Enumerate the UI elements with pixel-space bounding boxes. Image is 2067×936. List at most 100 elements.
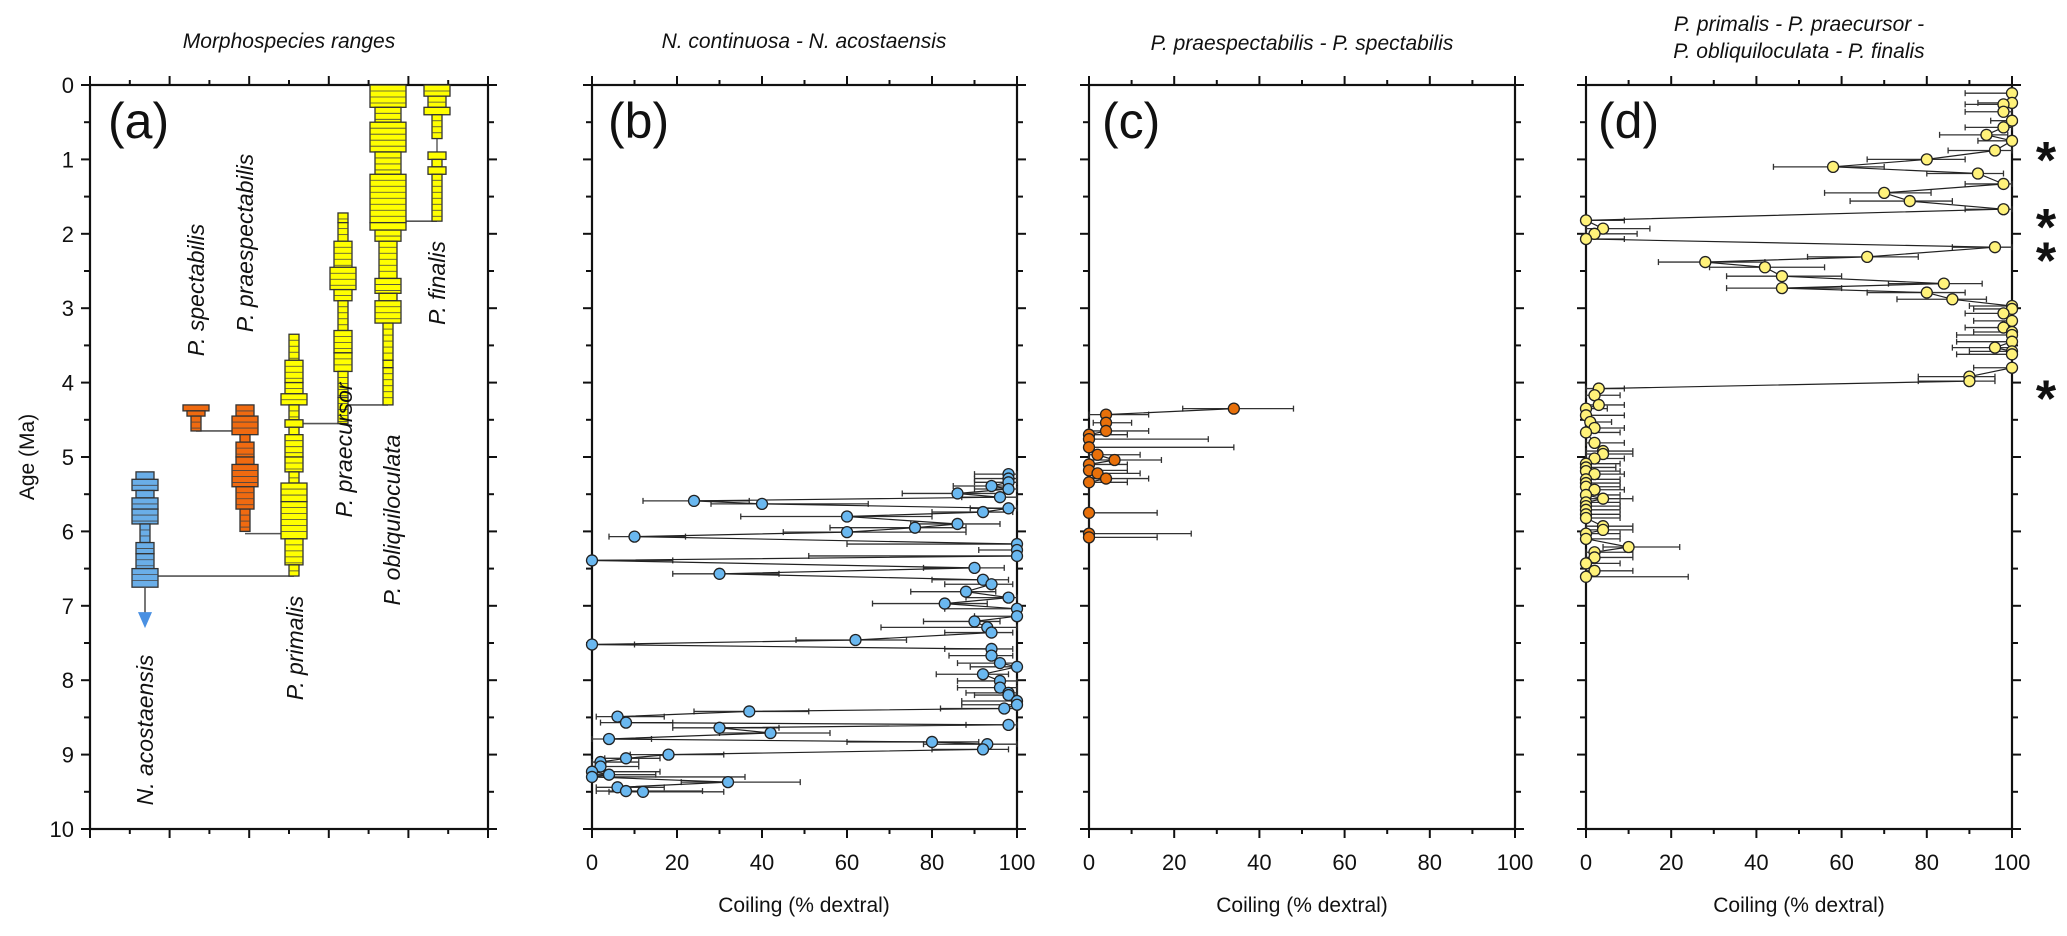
range-segment bbox=[427, 166, 447, 175]
error-bar bbox=[1964, 90, 2013, 97]
range-segment bbox=[423, 84, 451, 97]
error-bar bbox=[935, 671, 1010, 678]
error-bar bbox=[1896, 296, 1988, 303]
range-segment bbox=[431, 114, 443, 140]
range-bar bbox=[427, 151, 447, 161]
data-point bbox=[1946, 293, 1959, 306]
panel-a-plot: 0 1 2 3 4 5 6 7 8 9 10 N. acostaensis P. spectabilis… bbox=[50, 73, 497, 842]
range-segment bbox=[329, 266, 357, 291]
range-segment bbox=[131, 508, 159, 525]
data-point bbox=[1010, 660, 1024, 673]
error-bar bbox=[680, 779, 801, 786]
range-bar bbox=[369, 121, 407, 153]
data-point bbox=[1010, 549, 1024, 563]
range-bar bbox=[280, 393, 308, 406]
x-tick-label: 60 bbox=[1829, 850, 1853, 875]
range-segment bbox=[369, 84, 407, 108]
range-segment bbox=[135, 553, 155, 570]
data-point bbox=[1579, 570, 1593, 583]
range-arrow-head bbox=[138, 612, 152, 629]
range-bar bbox=[369, 221, 407, 231]
range-segment bbox=[378, 240, 398, 280]
range-segment bbox=[280, 482, 308, 503]
range-bar bbox=[382, 359, 394, 369]
data-point bbox=[602, 768, 616, 781]
range-bar bbox=[284, 381, 304, 395]
range-bar bbox=[369, 84, 407, 108]
x-tick-label: 80 bbox=[920, 850, 944, 875]
error-bar bbox=[1088, 444, 1235, 451]
range-bar bbox=[239, 434, 251, 443]
range-bar bbox=[423, 106, 451, 116]
y-tick-label: 8 bbox=[62, 668, 74, 693]
error-bar bbox=[782, 529, 967, 536]
data-point bbox=[925, 735, 939, 749]
x-tick-label: 20 bbox=[1659, 850, 1683, 875]
range-segment bbox=[337, 212, 349, 224]
range-bar bbox=[288, 564, 300, 577]
range-bar bbox=[139, 523, 151, 544]
data-point bbox=[1592, 398, 1605, 412]
data-point bbox=[1699, 255, 1712, 269]
y-tick-label: 6 bbox=[62, 519, 74, 544]
panel-c-label: (c) bbox=[1102, 93, 1160, 149]
data-point bbox=[951, 487, 964, 500]
range-bar bbox=[337, 396, 349, 425]
panel-b-title: N. continuosa - N. acostaensis bbox=[662, 30, 947, 53]
error-bar bbox=[740, 513, 933, 520]
range-bar bbox=[131, 497, 159, 510]
range-segment bbox=[139, 523, 151, 544]
data-point bbox=[1579, 426, 1593, 439]
range-bar bbox=[235, 441, 255, 458]
x-tick-label: 100 bbox=[999, 850, 1036, 875]
y-tick-label: 10 bbox=[50, 817, 74, 842]
range-bar bbox=[288, 426, 300, 436]
error-bar bbox=[1088, 509, 1158, 516]
range-segment bbox=[284, 359, 304, 384]
data-point bbox=[1596, 492, 1610, 505]
data-point bbox=[602, 732, 616, 746]
y-tick-label: 7 bbox=[62, 594, 74, 619]
range-bar bbox=[382, 367, 394, 406]
data-point bbox=[1758, 261, 1772, 274]
range-segment bbox=[378, 292, 398, 302]
panel-c-title: P. praespectabilis - P. spectabilis bbox=[1151, 32, 1454, 55]
range-segment bbox=[135, 541, 155, 555]
range-bar bbox=[135, 471, 155, 480]
x-tick-label: 0 bbox=[1580, 850, 1592, 875]
range-bar bbox=[280, 500, 308, 540]
data-point bbox=[1903, 194, 1916, 208]
error-bar bbox=[1866, 156, 1966, 163]
x-tick-label: 60 bbox=[835, 850, 859, 875]
data-point bbox=[2005, 348, 2019, 361]
range-bar bbox=[135, 553, 155, 570]
data-point bbox=[1775, 270, 1789, 283]
range-bar bbox=[378, 240, 398, 280]
data-point bbox=[1082, 531, 1096, 544]
data-point bbox=[721, 775, 735, 789]
data-point bbox=[1775, 281, 1789, 295]
panel-c-frame bbox=[1087, 83, 1517, 831]
range-bar bbox=[374, 277, 402, 294]
data-point bbox=[764, 726, 777, 740]
range-bar bbox=[182, 404, 210, 412]
data-point bbox=[1937, 277, 1950, 290]
data-point bbox=[1002, 718, 1015, 731]
range-segment bbox=[284, 538, 304, 566]
range-bar bbox=[235, 456, 255, 466]
range-bar bbox=[284, 538, 304, 566]
x-tick-label: 0 bbox=[586, 850, 598, 875]
range-segment bbox=[235, 441, 255, 458]
range-bar bbox=[378, 292, 398, 302]
data-point bbox=[1579, 214, 1593, 227]
data-point bbox=[840, 510, 854, 523]
data-point bbox=[755, 497, 769, 511]
data-point bbox=[1082, 506, 1096, 519]
range-segment bbox=[374, 277, 402, 294]
error-bar bbox=[1585, 573, 1689, 580]
range-bar bbox=[131, 508, 159, 525]
x-tick-label: 40 bbox=[1247, 850, 1271, 875]
data-point bbox=[1108, 453, 1121, 467]
panel-c-plot: 0 20 40 60 80 100 bbox=[1080, 76, 1533, 875]
error-bar bbox=[1088, 530, 1192, 537]
